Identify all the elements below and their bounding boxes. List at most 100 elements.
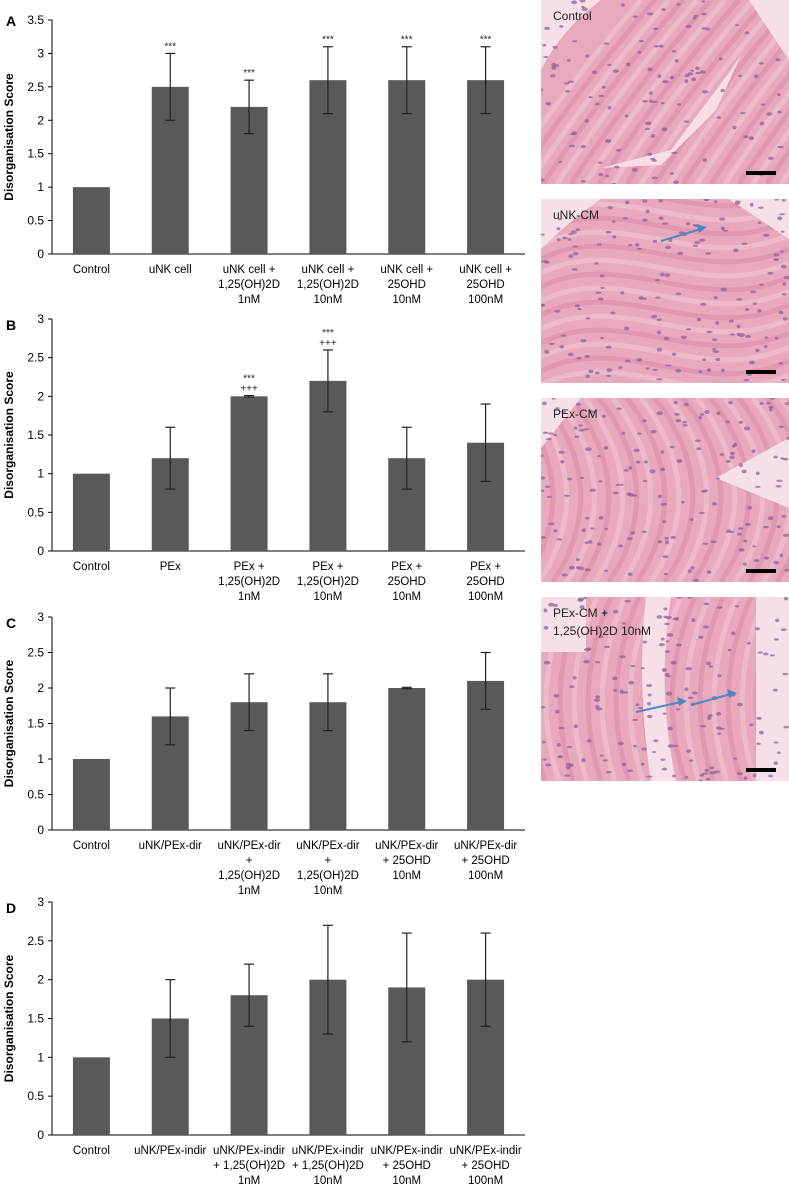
lumen [756, 597, 789, 781]
cell-nucleus [631, 167, 638, 172]
category-label: uNK/PEx-indir [213, 1145, 285, 1157]
cell-nucleus [745, 334, 751, 339]
cell-nucleus [555, 709, 560, 714]
cell-nucleus [573, 251, 579, 256]
cell-nucleus [699, 773, 704, 777]
cell-nucleus [553, 529, 558, 533]
cell-nucleus [657, 74, 662, 79]
y-tick-label: 1 [37, 467, 44, 481]
cell-nucleus [693, 579, 700, 582]
y-tick-label: 1.5 [27, 717, 44, 731]
tissue-fiber [669, 597, 698, 781]
tissue-fiber [680, 36, 789, 184]
cell-nucleus [764, 336, 769, 339]
cell-nucleus [603, 645, 611, 649]
tissue-fiber [541, 285, 789, 307]
lumen [601, 55, 741, 168]
arrow-icon [690, 689, 737, 706]
cell-nucleus [545, 763, 552, 767]
cell-nucleus [560, 334, 567, 337]
cell-nucleus [568, 144, 576, 148]
cell-nucleus [689, 759, 694, 762]
cell-nucleus [731, 444, 736, 448]
cell-nucleus [653, 27, 659, 31]
cell-nucleus [652, 750, 656, 753]
cell-nucleus [774, 336, 779, 340]
bar [230, 396, 268, 551]
category-label: 1,25(OH)2D [218, 870, 280, 882]
cell-nucleus [664, 537, 669, 540]
cell-nucleus [737, 527, 744, 530]
cell-nucleus [711, 338, 718, 342]
tissue-fiber [585, 597, 614, 781]
cell-nucleus [702, 625, 710, 629]
cell-nucleus [660, 637, 665, 641]
cell-nucleus [778, 310, 784, 315]
cell-nucleus [543, 660, 551, 665]
cell-nucleus [701, 27, 708, 30]
cell-nucleus [727, 648, 732, 652]
cell-nucleus [656, 411, 663, 416]
tissue-fiber [697, 597, 726, 781]
lumen [749, 0, 789, 60]
cell-nucleus [626, 537, 633, 540]
cell-nucleus [648, 91, 653, 96]
cell-nucleus [598, 635, 604, 639]
y-tick-label: 3.5 [27, 13, 44, 27]
tissue-fiber [541, 299, 789, 321]
cell-nucleus [684, 775, 689, 779]
category-label: + 25OHD [461, 855, 509, 867]
cell-nucleus [544, 26, 550, 31]
cell-nucleus [621, 762, 627, 767]
cell-nucleus [622, 217, 629, 220]
category-label: uNK cell + [459, 264, 512, 276]
cell-nucleus [700, 724, 707, 728]
cell-nucleus [662, 222, 669, 225]
cell-nucleus [757, 206, 764, 209]
cell-nucleus [783, 597, 789, 601]
cell-nucleus [653, 44, 660, 48]
cell-nucleus [756, 742, 761, 745]
cell-nucleus [665, 691, 673, 696]
panel-letter: D [6, 900, 16, 916]
category-label: uNK cell + [223, 264, 276, 276]
cell-nucleus [714, 770, 721, 774]
y-tick-label: 2 [37, 973, 44, 987]
cell-nucleus [670, 172, 674, 175]
y-tick-label: 0 [37, 544, 44, 558]
cell-nucleus [584, 354, 590, 358]
cell-nucleus [670, 535, 676, 539]
cell-nucleus [623, 469, 629, 472]
cell-nucleus [642, 218, 648, 222]
cell-nucleus [781, 378, 786, 382]
tissue-fiber [541, 313, 789, 335]
cell-nucleus [553, 693, 560, 698]
category-label: Control [73, 561, 110, 573]
bar [72, 759, 110, 830]
cell-nucleus [685, 666, 692, 671]
cell-nucleus [709, 771, 716, 775]
cell-nucleus [636, 432, 642, 435]
cell-nucleus [598, 515, 604, 520]
cell-nucleus [548, 342, 555, 345]
cell-nucleus [658, 199, 663, 203]
cell-nucleus [553, 433, 558, 437]
lumen [642, 597, 676, 781]
cell-nucleus [705, 777, 711, 781]
category-label: Control [73, 1145, 110, 1157]
cell-nucleus [745, 522, 751, 527]
cell-nucleus [776, 479, 783, 482]
cell-nucleus [642, 479, 648, 483]
cell-nucleus [768, 405, 774, 409]
cell-nucleus [628, 243, 633, 247]
category-label: 100nM [468, 591, 503, 603]
category-label: 100nM [468, 870, 503, 882]
significance-label: *** [322, 328, 334, 339]
cell-nucleus [563, 494, 571, 497]
category-label: PEx + [470, 561, 501, 573]
cell-nucleus [716, 732, 722, 735]
cell-nucleus [661, 668, 667, 673]
tissue-fiber [541, 492, 542, 501]
micrograph-label: PEx-CM + [553, 606, 608, 620]
category-label: 1,25(OH)2D [297, 279, 359, 291]
